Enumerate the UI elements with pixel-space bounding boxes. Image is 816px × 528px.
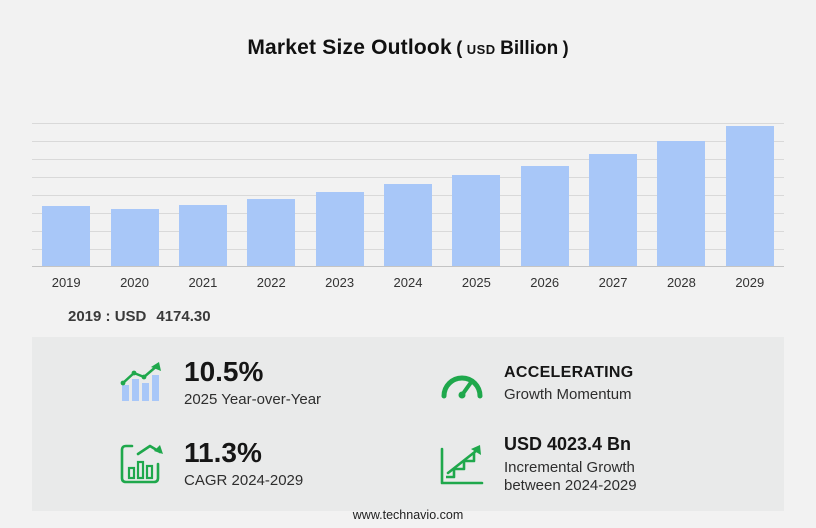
stat-yoy-value: 10.5%	[184, 356, 264, 388]
stats-panel: 10.5% 2025 Year-over-Year ACCELERATING G…	[32, 337, 784, 511]
title-paren-open: (	[456, 38, 463, 58]
bar-slot	[716, 123, 784, 266]
base-year-label: 2019 : USD	[68, 308, 147, 325]
bar-2027	[589, 153, 638, 266]
chart-plot-area	[32, 123, 784, 267]
speedometer-icon	[438, 362, 486, 406]
incremental-growth-icon	[438, 443, 486, 487]
stat-incremental: USD 4023.4 Bn Incremental Growth between…	[398, 433, 764, 496]
bar-slot	[169, 123, 237, 266]
stat-yoy-label: 2025 Year-over-Year	[184, 391, 322, 409]
x-axis-label-2023: 2023	[325, 275, 355, 290]
x-axis-label-2025: 2025	[461, 275, 491, 290]
stat-incremental-value: USD 4023.4 Bn	[504, 434, 632, 454]
x-axis-label-2024: 2024	[393, 275, 423, 290]
bar-2019	[42, 205, 91, 266]
market-size-chart: 2019 2020 2021 2022 2023 2024 2025 2026 2027 2028…	[32, 123, 784, 290]
x-axis-label-2027: 2027	[598, 275, 628, 290]
x-axis-label-2020: 2020	[120, 275, 149, 290]
x-axis-label-2028: 2028	[666, 275, 696, 290]
bar-2021	[178, 204, 227, 266]
x-axis-label-2021: 2021	[188, 275, 218, 290]
x-axis-label-2019: 2019	[51, 275, 81, 290]
chart-x-axis: 2019 2020 2021 2022 2023 2024 2025 2026 2027 2028…	[32, 275, 784, 290]
stat-incremental-label: Incremental Growth between 2024-2029	[504, 458, 637, 495]
bar-slot	[579, 123, 647, 266]
bar-slot	[305, 123, 373, 266]
bar-2025	[452, 175, 501, 266]
bar-slot	[32, 123, 100, 266]
title-currency: USD	[466, 42, 496, 57]
bar-slot	[647, 123, 715, 266]
stat-incremental-text: USD 4023.4 Bn Incremental Growth between…	[504, 433, 679, 496]
stat-cagr-label: CAGR 2024-2029	[184, 472, 304, 490]
stat-cagr-value: 11.3%	[184, 437, 262, 469]
bar-2029	[725, 125, 774, 266]
stat-cagr-text: 11.3% CAGR 2024-2029	[184, 437, 304, 491]
x-axis-label-2026: 2026	[530, 275, 560, 290]
bar-slot	[442, 123, 510, 266]
bar-2020	[110, 208, 159, 266]
page-title: Market Size Outlook ( USD Billion )	[0, 0, 816, 60]
chart-bars	[32, 123, 784, 266]
title-paren-close: )	[562, 38, 569, 58]
title-unit: Billion	[500, 38, 559, 59]
bar-2026	[520, 165, 569, 266]
bar-2022	[247, 198, 296, 266]
bar-slot	[100, 123, 168, 266]
bar-slot	[511, 123, 579, 266]
stat-yoy: 10.5% 2025 Year-over-Year	[32, 356, 398, 410]
bar-slot	[374, 123, 442, 266]
bar-2023	[315, 191, 364, 266]
x-axis-label-2022: 2022	[256, 275, 286, 290]
bar-2024	[383, 183, 432, 266]
stat-momentum-value: ACCELERATING	[504, 363, 634, 381]
bar-chart-growth-icon	[118, 361, 166, 405]
stat-momentum-text: ACCELERATING Growth Momentum	[504, 363, 634, 405]
base-year-number: 4174.30	[156, 308, 211, 325]
stat-momentum: ACCELERATING Growth Momentum	[398, 362, 764, 406]
stat-momentum-label: Growth Momentum	[504, 385, 632, 403]
cagr-chart-icon	[118, 442, 166, 486]
base-year-value: 2019 : USD 4174.30	[68, 308, 816, 325]
stat-yoy-text: 10.5% 2025 Year-over-Year	[184, 356, 322, 410]
bar-slot	[237, 123, 305, 266]
website-link: www.technavio.com	[352, 508, 464, 522]
bar-2028	[657, 141, 706, 266]
stat-cagr: 11.3% CAGR 2024-2029	[32, 437, 398, 491]
title-text: Market Size Outlook	[247, 36, 452, 59]
x-axis-label-2029: 2029	[735, 275, 765, 290]
